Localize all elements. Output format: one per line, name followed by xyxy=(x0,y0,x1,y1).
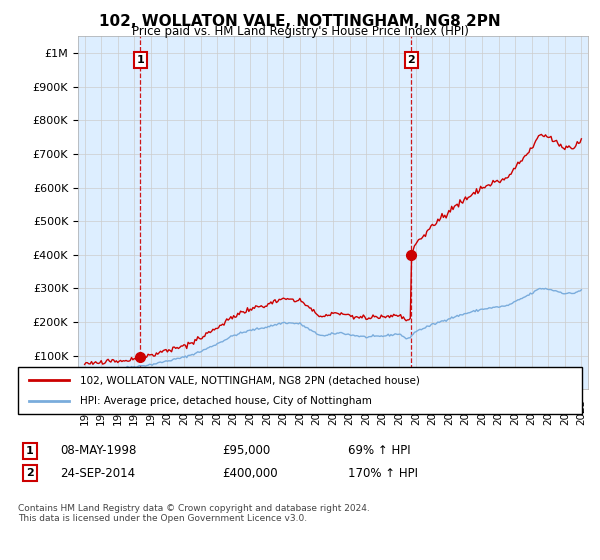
Text: 08-MAY-1998: 08-MAY-1998 xyxy=(60,444,136,458)
Text: 2: 2 xyxy=(26,468,34,478)
Text: 2: 2 xyxy=(407,55,415,65)
Text: 102, WOLLATON VALE, NOTTINGHAM, NG8 2PN (detached house): 102, WOLLATON VALE, NOTTINGHAM, NG8 2PN … xyxy=(80,375,420,385)
Text: Price paid vs. HM Land Registry's House Price Index (HPI): Price paid vs. HM Land Registry's House … xyxy=(131,25,469,38)
Text: £400,000: £400,000 xyxy=(222,466,278,480)
FancyBboxPatch shape xyxy=(18,367,582,414)
Text: Contains HM Land Registry data © Crown copyright and database right 2024.
This d: Contains HM Land Registry data © Crown c… xyxy=(18,504,370,524)
Text: 24-SEP-2014: 24-SEP-2014 xyxy=(60,466,135,480)
Text: 69% ↑ HPI: 69% ↑ HPI xyxy=(348,444,410,458)
Text: £95,000: £95,000 xyxy=(222,444,270,458)
Text: 1: 1 xyxy=(26,446,34,456)
Text: HPI: Average price, detached house, City of Nottingham: HPI: Average price, detached house, City… xyxy=(80,396,372,406)
Text: 1: 1 xyxy=(137,55,145,65)
Text: 102, WOLLATON VALE, NOTTINGHAM, NG8 2PN: 102, WOLLATON VALE, NOTTINGHAM, NG8 2PN xyxy=(99,14,501,29)
Text: 170% ↑ HPI: 170% ↑ HPI xyxy=(348,466,418,480)
